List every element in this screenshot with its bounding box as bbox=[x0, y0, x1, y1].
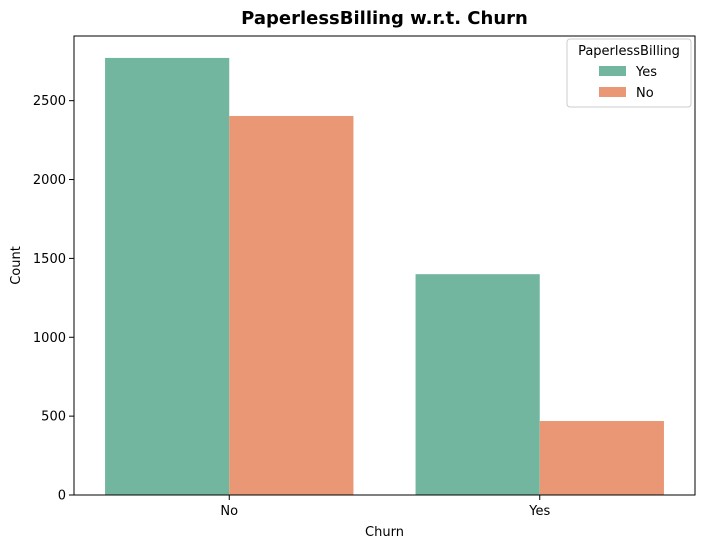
legend-items: Yes No bbox=[599, 65, 657, 101]
bar-no-yes bbox=[105, 57, 230, 495]
x-axis-label: Churn bbox=[365, 525, 404, 540]
bars-group bbox=[105, 57, 664, 496]
bar-yes-yes bbox=[415, 274, 540, 495]
y-tick-label: 1000 bbox=[33, 331, 66, 346]
y-axis: 0 500 1000 1500 2000 2500 bbox=[33, 94, 74, 504]
x-tick-label-yes: Yes bbox=[528, 504, 550, 519]
bar-yes-no bbox=[539, 421, 664, 495]
y-tick-label: 2500 bbox=[33, 94, 66, 109]
x-tick-label-no: No bbox=[220, 504, 238, 519]
legend-swatch-no bbox=[599, 87, 626, 97]
legend-swatch-yes bbox=[599, 66, 626, 76]
plot-frame bbox=[73, 35, 696, 496]
legend: PaperlessBilling Yes No bbox=[566, 38, 692, 108]
chart-title: PaperlessBilling w.r.t. Churn bbox=[241, 8, 528, 29]
x-axis: No Yes bbox=[220, 495, 550, 519]
legend-title: PaperlessBilling bbox=[578, 44, 680, 59]
y-tick-label: 500 bbox=[41, 410, 66, 425]
y-axis-label: Count bbox=[9, 246, 24, 285]
legend-box bbox=[566, 38, 692, 108]
legend-label-yes: Yes bbox=[635, 65, 657, 80]
y-tick-label: 1500 bbox=[33, 252, 66, 267]
bar-no-no bbox=[229, 115, 354, 496]
y-tick-label: 2000 bbox=[33, 173, 66, 188]
y-tick-label: 0 bbox=[58, 489, 66, 504]
legend-label-no: No bbox=[636, 86, 654, 101]
